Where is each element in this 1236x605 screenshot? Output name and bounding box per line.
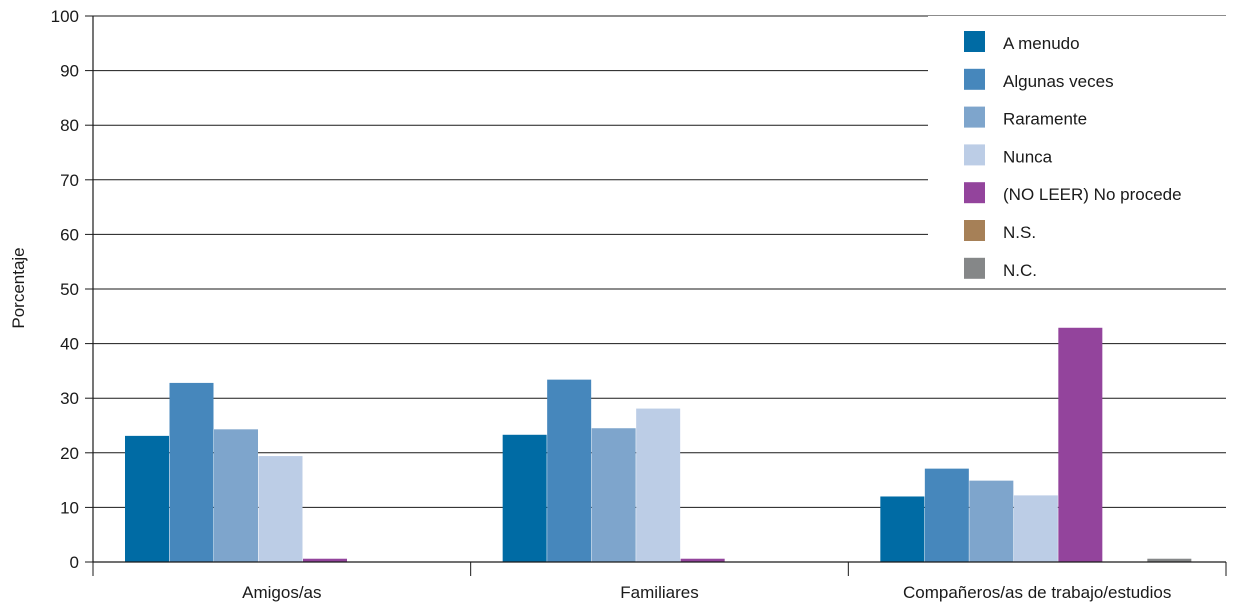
bar xyxy=(258,456,303,562)
bar xyxy=(680,558,725,562)
legend-label: (NO LEER) No procede xyxy=(1003,185,1182,204)
y-tick-label: 30 xyxy=(60,389,79,408)
bar xyxy=(169,382,214,562)
bars xyxy=(125,327,1192,562)
x-tick-label: Compañeros/as de trabajo/estudios xyxy=(903,583,1171,602)
x-tick-label: Amigos/as xyxy=(242,583,321,602)
y-tick-label: 50 xyxy=(60,280,79,299)
y-tick-label: 70 xyxy=(60,171,79,190)
legend-swatch xyxy=(964,31,985,52)
y-tick-label: 40 xyxy=(60,335,79,354)
bar xyxy=(969,480,1014,562)
bar xyxy=(636,408,681,562)
y-tick-label: 100 xyxy=(51,7,79,26)
bar xyxy=(924,468,969,562)
bar xyxy=(214,429,258,562)
legend-label: Nunca xyxy=(1003,147,1053,166)
bar xyxy=(1013,495,1058,562)
bar xyxy=(303,558,347,562)
y-tick-labels: 0 10 20 30 40 50 60 70 80 90 100 xyxy=(51,7,79,572)
legend-label: Raramente xyxy=(1003,110,1087,129)
bar xyxy=(880,496,925,562)
legend-label: N.C. xyxy=(1003,261,1037,280)
bar xyxy=(547,379,592,562)
y-tick-label: 80 xyxy=(60,116,79,135)
bar xyxy=(502,434,547,562)
y-tick-label: 0 xyxy=(70,553,79,572)
legend: A menudo Algunas veces Raramente Nunca (NO L… xyxy=(928,16,1228,285)
legend-label: Algunas veces xyxy=(1003,72,1114,91)
y-axis-label: Porcentaje xyxy=(9,247,28,328)
legend-label: N.S. xyxy=(1003,223,1036,242)
legend-label: A menudo xyxy=(1003,34,1080,53)
x-tick-labels: Amigos/as Familiares Compañeros/as de trab… xyxy=(242,583,1171,602)
axes xyxy=(85,15,1227,576)
bar xyxy=(1147,558,1192,562)
y-tick-label: 90 xyxy=(60,62,79,81)
legend-swatch xyxy=(964,106,985,128)
y-tick-label: 10 xyxy=(60,498,79,517)
x-tick-label: Familiares xyxy=(620,583,698,602)
bar xyxy=(591,428,636,562)
legend-swatch xyxy=(964,257,985,279)
y-tick-label: 60 xyxy=(60,225,79,244)
bar xyxy=(1058,327,1103,562)
legend-swatch xyxy=(964,182,985,204)
legend-swatch xyxy=(964,144,985,166)
legend-swatch xyxy=(964,220,985,241)
legend-swatch xyxy=(964,68,985,90)
y-tick-label: 20 xyxy=(60,444,79,463)
bar xyxy=(125,435,169,562)
